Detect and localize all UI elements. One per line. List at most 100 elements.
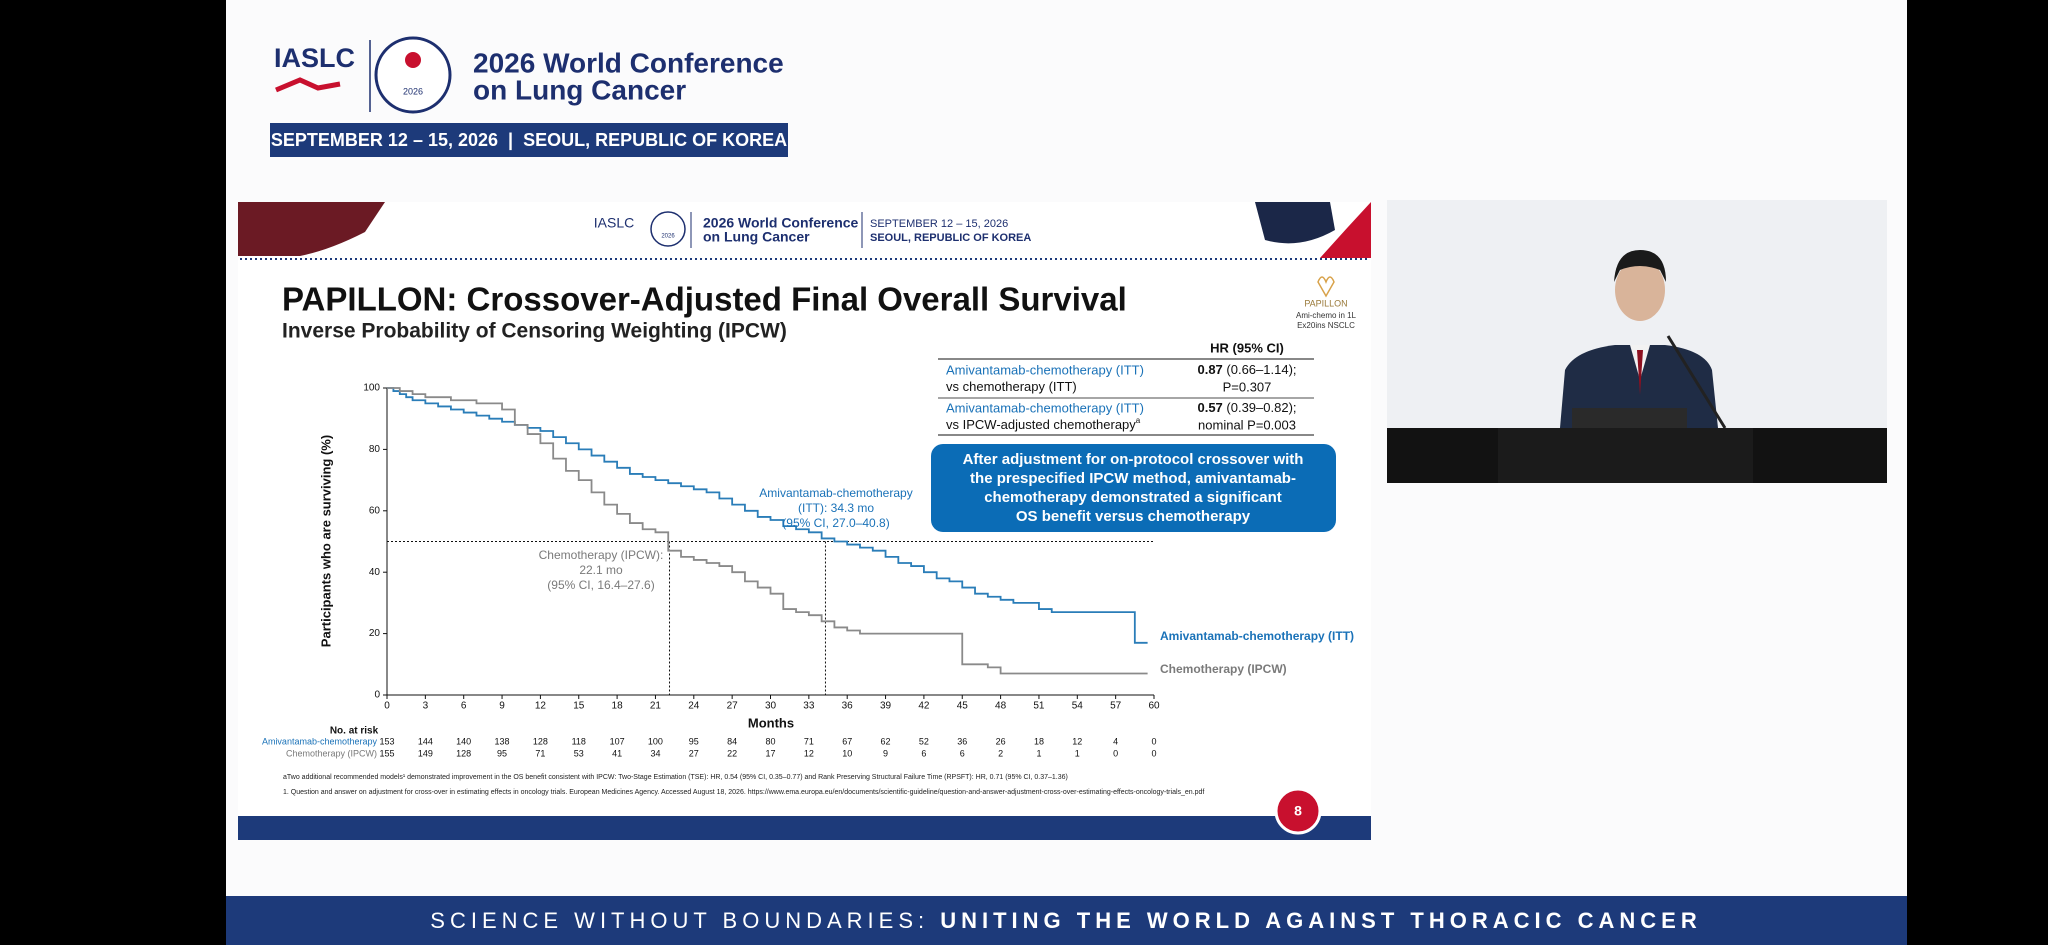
x-tick-label: 33 [803,701,815,712]
risk-count: 12 [1072,736,1082,746]
x-tick-label: 24 [688,701,700,712]
risk-count: 71 [804,736,814,746]
slide-date: SEPTEMBER 12 – 15, 2026 [870,218,1008,230]
footer-text: SCIENCE WITHOUT BOUNDARIES: UNITING THE … [430,908,1701,933]
risk-count: 36 [957,736,967,746]
risk-count: 144 [418,736,433,746]
risk-count: 1 [1036,748,1041,758]
speaker-hair [1614,250,1666,282]
speaker-video [1387,200,1887,483]
hr-table: HR (95% CI) Amivantamab-chemotherapy (IT… [938,340,1314,436]
risk-count: 128 [533,736,548,746]
annotation: 22.1 mo [579,563,623,577]
risk-count: 17 [765,748,775,758]
risk-count: 67 [842,736,852,746]
x-tick-label: 60 [1148,701,1160,712]
risk-count: 10 [842,748,852,758]
x-tick-label: 39 [880,701,892,712]
podium-front [1498,428,1753,483]
risk-count: 84 [727,736,737,746]
annotation: Amivantamab-chemotherapy [759,486,912,500]
x-tick-label: 27 [727,701,739,712]
footnote: 1. Question and answer on adjustment for… [283,789,1204,796]
risk-count: 71 [535,748,545,758]
legend-label: Amivantamab-chemotherapy (ITT) [1160,629,1354,643]
slide-corner-image [238,202,385,256]
annotation: (95% CI, 16.4–27.6) [547,578,654,592]
callout-box [931,444,1336,532]
slide-logo [650,211,686,247]
hr-comparator: vs chemotherapy (ITT) [946,379,1077,394]
risk-count: 4 [1113,736,1118,746]
date-text: SEPTEMBER 12 – 15, 2026 | SEOUL, REPUBLI… [271,130,787,150]
hr-value: 0.57 (0.39–0.82); [1197,400,1296,415]
risk-count: 0 [1151,736,1156,746]
risk-count: 107 [610,736,625,746]
risk-count: 149 [418,748,433,758]
comparator-text: vs IPCW-adjusted chemotherapy [946,417,1136,432]
risk-count: 2 [998,748,1003,758]
x-tick-label: 3 [423,701,429,712]
y-axis-label: Participants who are surviving (%) [318,435,333,647]
logo-circle [374,36,452,114]
logo-mark [275,77,341,93]
risk-count: 9 [883,748,888,758]
x-tick-label: 0 [384,701,390,712]
slide-subtitle: Inverse Probability of Censoring Weighti… [282,320,787,343]
y-tick-label: 60 [369,505,381,516]
risk-count: 18 [1034,736,1044,746]
slide-corner-image [1320,202,1371,258]
risk-count: 0 [1113,748,1118,758]
hr-p: P=0.307 [1223,379,1272,394]
risk-count: 0 [1151,748,1156,758]
study-logo-text: Ami-chemo in 1L [1296,311,1357,320]
hr-arm: Amivantamab-chemotherapy (ITT) [946,400,1144,415]
hr-header: HR (95% CI) [1210,340,1284,355]
conference-title: 2026 World Conference [473,47,784,78]
x-tick-label: 51 [1033,701,1045,712]
study-logo-icon [1317,276,1335,298]
y-tick-label: 20 [369,628,381,639]
risk-count: 27 [689,748,699,758]
slide-logo-year: 2026 [661,234,675,240]
callout-line: chemotherapy demonstrated a significant [984,489,1282,506]
study-logo-name: PAPILLON [1304,298,1347,308]
risk-count: 6 [960,748,965,758]
legend-label: Chemotherapy (IPCW) [1160,662,1287,676]
callout: After adjustment for on-protocol crossov… [963,451,1304,525]
callout-line: OS benefit versus chemotherapy [1016,508,1251,525]
laptop [1572,408,1687,430]
slide-title: PAPILLON: Crossover-Adjusted Final Overa… [282,281,1127,318]
risk-count: 22 [727,748,737,758]
risk-count: 95 [689,736,699,746]
logo-year: 2026 [403,86,423,96]
risk-count: 153 [379,736,394,746]
risk-count: 95 [497,748,507,758]
speaker-body [1560,345,1718,428]
slide-corner-image [1255,202,1335,244]
risk-count: 100 [648,736,663,746]
microphone [1666,335,1727,429]
risk-count: 41 [612,748,622,758]
slide-conf: 2026 World Conference [703,215,859,231]
x-tick-label: 45 [957,701,969,712]
comparator-sup: a [1136,416,1141,425]
x-tick-label: 12 [535,701,547,712]
risk-count: 12 [804,748,814,758]
risk-row-label: Amivantamab-chemotherapy [262,736,378,746]
callout-line: the prespecified IPCW method, amivantama… [970,470,1296,487]
risk-count: 80 [765,736,775,746]
x-tick-label: 18 [612,701,624,712]
y-tick-label: 0 [374,690,380,701]
page-number-badge [1274,787,1322,835]
risk-count: 62 [881,736,891,746]
y-tick-label: 80 [369,444,381,455]
y-tick-label: 100 [363,383,380,394]
annotation: (ITT): 34.3 mo [798,501,874,515]
hr-ci: (0.39–0.82); [1223,400,1297,415]
speaker-head [1615,259,1665,321]
callout-line: After adjustment for on-protocol crossov… [963,451,1304,468]
slide-date: SEOUL, REPUBLIC OF KOREA [870,232,1031,244]
